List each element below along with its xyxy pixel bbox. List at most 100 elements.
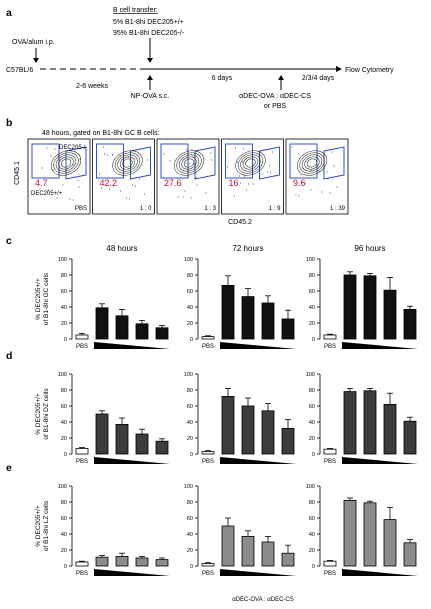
y-tick-label: 20 <box>187 548 193 554</box>
y-tick-label: 20 <box>309 548 315 554</box>
treatment-label: αDEC-OVA : αDEC-CS <box>239 93 311 100</box>
bar-PBS <box>201 563 215 567</box>
bar-chart-c-1: 48 hours 0 20 40 60 80 100 PBS <box>58 244 170 350</box>
bar-1:39 <box>155 327 169 340</box>
event-dot <box>54 148 56 150</box>
bar-1:3 <box>115 556 129 567</box>
y-tick-label: 0 <box>312 564 315 570</box>
event-dot <box>267 171 268 173</box>
density-contour <box>50 150 82 176</box>
y-tick-label: 60 <box>61 516 67 522</box>
bar-1:0 <box>343 499 357 567</box>
gate-dec205-ko <box>225 143 253 179</box>
gate-dec205-wt <box>65 146 87 180</box>
bar-chart-c-3: 96 hours 0 20 40 60 80 100 PBS <box>306 244 418 350</box>
panel-letter: d <box>6 350 12 362</box>
bar-PBS <box>323 560 337 567</box>
y-tick-label: 60 <box>309 516 315 522</box>
weeks-label: 2-6 weeks <box>76 83 108 90</box>
bar-1:9 <box>261 541 275 567</box>
y-tick-label: 40 <box>187 305 193 311</box>
days-234-label: 2/3/4 days <box>302 75 335 82</box>
density-contour <box>112 150 143 176</box>
chart-title: 96 hours <box>354 244 385 253</box>
bar-1:0 <box>221 525 235 567</box>
event-dot <box>205 192 207 194</box>
event-dot <box>234 195 235 197</box>
event-dot <box>139 178 140 180</box>
y-tick-label: 60 <box>187 404 193 410</box>
pbs-label: PBS <box>76 344 88 350</box>
pbs-label: PBS <box>202 459 214 465</box>
cd45-1-label: CD45.1 <box>14 161 21 185</box>
pbs-label: PBS <box>324 344 336 350</box>
y-tick-label: 0 <box>190 564 193 570</box>
gate-percent: 16 <box>229 178 239 188</box>
density-contour <box>119 156 136 170</box>
pbs-label: PBS <box>202 571 214 577</box>
bar-PBS <box>75 561 89 567</box>
flow-label: Flow Cytometry <box>345 67 394 74</box>
event-dot <box>333 165 335 167</box>
event-dot <box>104 153 105 155</box>
y-tick-label: 80 <box>61 500 67 506</box>
event-dot <box>195 177 197 179</box>
y-tick-label: 20 <box>309 436 315 442</box>
bar-PBS <box>323 334 337 340</box>
density-contour <box>235 150 266 176</box>
bar-1:0 <box>343 391 357 455</box>
y-tick-label: 100 <box>184 372 193 378</box>
density-contour <box>117 154 138 172</box>
panel-b-title: 48 hours, gated on B1-8hi GC B cells: <box>42 130 160 137</box>
event-dot <box>310 189 312 191</box>
event-dot <box>203 158 205 160</box>
bar-1:39 <box>403 542 417 567</box>
bar-1:3 <box>363 275 377 340</box>
flow-plot-1: 4.7 PBS DEC205-/- DEC205+/+ <box>27 138 91 215</box>
event-dot <box>107 154 108 156</box>
density-contour <box>122 158 133 168</box>
flow-plots: 4.7 PBS DEC205-/- DEC205+/+ 42.2 1 : 0 27.6 1 :… <box>27 138 349 215</box>
np-ova-label: NP-OVA s.c. <box>131 93 170 100</box>
bar-1:9 <box>261 302 275 340</box>
gate-bottom-label: DEC205+/+ <box>31 191 63 197</box>
row-ylabel-line2: of B1-8hi DZ cells <box>43 388 50 440</box>
panel-b: b 48 hours, gated on B1-8hi GC B cells: … <box>6 117 349 226</box>
density-contour <box>240 154 261 172</box>
transfer-line2: 95% B1-8hi DEC205-/- <box>113 30 185 37</box>
event-dot <box>72 164 74 166</box>
event-dot <box>68 171 70 173</box>
event-dot <box>46 147 48 149</box>
bar-1:0 <box>343 274 357 340</box>
event-dot <box>188 163 190 165</box>
density-contour <box>237 152 264 174</box>
event-dot <box>144 193 145 195</box>
timeline-arrow-head <box>336 66 342 72</box>
bar-1:9 <box>383 403 397 455</box>
event-dot <box>196 184 198 186</box>
flow-plot-3: 27.6 1 : 3 <box>156 138 220 215</box>
event-dot <box>79 158 81 160</box>
density-contour <box>53 152 79 174</box>
bar-1:9 <box>135 323 149 340</box>
y-tick-label: 100 <box>58 257 67 263</box>
row-ylabel-line2: of B1-8hi GC cells <box>43 272 50 325</box>
y-tick-label: 100 <box>184 257 193 263</box>
y-tick-label: 0 <box>190 337 193 343</box>
mouse-label: C57BL/6 <box>6 67 33 74</box>
gate-dec205-ko <box>289 143 318 179</box>
y-tick-label: 80 <box>187 500 193 506</box>
event-dot <box>47 189 49 191</box>
bar-chart-e-1: 0 20 40 60 80 100 PBS <box>58 484 170 577</box>
gate-dec205-wt <box>194 146 216 180</box>
event-dot <box>237 161 238 163</box>
condition-label: PBS <box>75 206 87 212</box>
event-dot <box>101 187 102 189</box>
y-tick-label: 80 <box>61 388 67 394</box>
y-tick-label: 100 <box>306 484 315 490</box>
density-contour <box>242 156 259 170</box>
bar-1:3 <box>363 390 377 455</box>
y-tick-label: 80 <box>187 388 193 394</box>
event-dot <box>62 184 64 186</box>
